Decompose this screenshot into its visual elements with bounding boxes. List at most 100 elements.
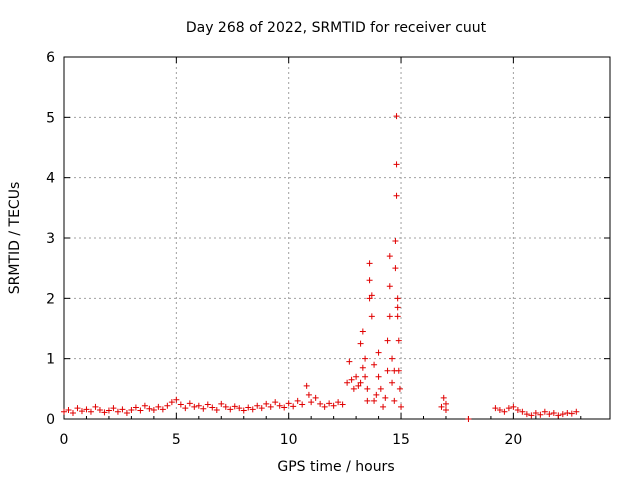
- data-point: [249, 406, 256, 413]
- data-point: [339, 401, 346, 408]
- data-point: [359, 328, 366, 335]
- data-point: [492, 405, 499, 412]
- data-point: [528, 412, 535, 419]
- data-point: [514, 406, 521, 413]
- data-point: [393, 113, 400, 120]
- data-point: [389, 379, 396, 386]
- data-point: [396, 385, 403, 392]
- data-point: [366, 260, 373, 267]
- data-point: [362, 373, 369, 380]
- data-point: [132, 404, 139, 411]
- data-point: [330, 402, 337, 409]
- data-point: [537, 411, 544, 418]
- data-point: [96, 406, 103, 413]
- data-point: [375, 373, 382, 380]
- data-point: [83, 406, 90, 413]
- data-point: [559, 411, 566, 418]
- data-point: [78, 408, 85, 415]
- data-point: [394, 295, 401, 302]
- data-point: [532, 409, 539, 416]
- data-point: [377, 385, 384, 392]
- data-point: [200, 405, 207, 412]
- data-point: [321, 403, 328, 410]
- data-point: [392, 265, 399, 272]
- x-axis-label: GPS time / hours: [277, 459, 394, 475]
- data-point: [391, 397, 398, 404]
- data-point: [303, 382, 310, 389]
- data-point: [128, 406, 135, 413]
- y-tick-label: 6: [46, 50, 55, 66]
- data-point: [386, 313, 393, 320]
- data-point: [141, 402, 148, 409]
- data-point: [371, 361, 378, 368]
- data-point: [371, 397, 378, 404]
- y-tick-label: 1: [46, 352, 55, 368]
- data-point: [114, 408, 121, 415]
- data-point: [254, 402, 261, 409]
- data-point: [177, 401, 184, 408]
- data-point: [137, 407, 144, 414]
- data-point: [344, 379, 351, 386]
- data-point: [105, 407, 112, 414]
- data-point: [541, 408, 548, 415]
- data-point: [213, 406, 220, 413]
- data-point: [364, 397, 371, 404]
- data-point: [355, 382, 362, 389]
- data-point: [218, 400, 225, 407]
- data-point: [159, 406, 166, 413]
- data-point: [182, 405, 189, 412]
- data-point: [195, 402, 202, 409]
- data-point: [505, 405, 512, 412]
- data-point: [394, 304, 401, 311]
- data-point: [366, 277, 373, 284]
- data-point: [281, 404, 288, 411]
- data-point: [465, 416, 472, 422]
- data-point: [204, 401, 211, 408]
- data-point: [395, 337, 402, 344]
- data-point: [386, 253, 393, 260]
- data-point: [519, 408, 526, 415]
- data-point: [263, 400, 270, 407]
- data-point: [380, 403, 387, 410]
- data-point: [267, 403, 274, 410]
- data-point: [74, 405, 81, 412]
- data-point: [335, 399, 342, 406]
- data-point: [240, 407, 247, 414]
- data-point: [357, 379, 364, 386]
- data-point: [393, 192, 400, 199]
- data-point: [438, 403, 445, 410]
- data-point: [555, 412, 562, 419]
- data-point: [227, 406, 234, 413]
- grid: [64, 57, 610, 419]
- data-point: [61, 408, 67, 415]
- data-point: [168, 399, 175, 406]
- y-tick-label: 5: [46, 110, 55, 126]
- data-point: [389, 355, 396, 362]
- data-point: [92, 403, 99, 410]
- data-point: [546, 411, 553, 418]
- data-point: [375, 349, 382, 356]
- data-points: [61, 113, 580, 422]
- data-point: [272, 399, 279, 406]
- y-tick-label: 0: [46, 412, 55, 428]
- data-point: [110, 405, 117, 412]
- x-tick-label: 15: [392, 432, 410, 448]
- data-point: [308, 399, 315, 406]
- data-point: [373, 391, 380, 398]
- data-point: [398, 403, 405, 410]
- data-point: [366, 295, 373, 302]
- data-point: [276, 402, 283, 409]
- tick-labels: 0 1 2 3 4 5 6 0 5 10 15 20: [46, 50, 522, 448]
- data-point: [564, 409, 571, 416]
- data-point: [501, 408, 508, 415]
- data-point: [442, 400, 449, 407]
- x-tick-label: 20: [504, 432, 522, 448]
- data-point: [101, 409, 108, 416]
- axis-ticks: [63, 56, 610, 420]
- data-point: [442, 406, 449, 413]
- data-point: [395, 367, 402, 374]
- data-point: [123, 409, 130, 416]
- x-tick-label: 10: [280, 432, 298, 448]
- data-point: [368, 292, 375, 299]
